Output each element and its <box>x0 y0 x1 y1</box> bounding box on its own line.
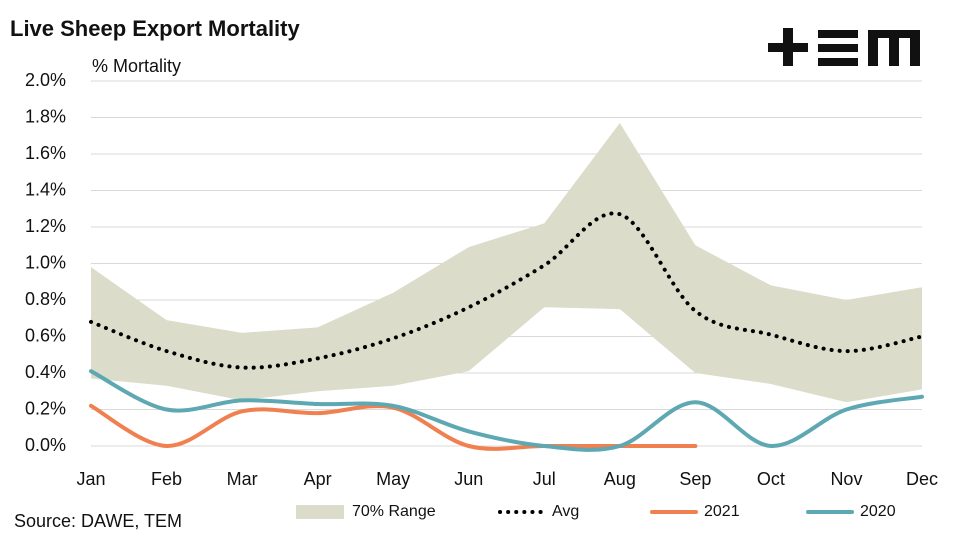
x-tick-label: May <box>376 469 410 489</box>
x-tick-label: Apr <box>304 469 332 489</box>
x-tick-label: Mar <box>227 469 258 489</box>
legend-swatch <box>296 505 344 519</box>
x-tick-label: Jun <box>454 469 483 489</box>
y-tick-label: 1.4% <box>25 179 66 199</box>
y-tick-label: 0.6% <box>25 325 66 345</box>
source: Source: DAWE, TEM <box>14 511 182 531</box>
y-tick-label: 0.2% <box>25 398 66 418</box>
x-tick-label: Aug <box>604 469 636 489</box>
y-tick-label: 0.4% <box>25 362 66 382</box>
y-tick-label: 0.0% <box>25 435 66 455</box>
series-line <box>89 369 924 452</box>
legend-label: 2021 <box>704 503 740 520</box>
y-tick-label: 1.6% <box>25 143 66 163</box>
legend-label: 70% Range <box>352 503 436 520</box>
series-line <box>89 211 924 370</box>
logo <box>768 28 920 66</box>
x-tick-label: Oct <box>757 469 785 489</box>
y-tick-label: 0.8% <box>25 289 66 309</box>
y-axis-label: % Mortality <box>92 56 181 76</box>
x-tick-label: Jul <box>533 469 556 489</box>
x-tick-label: Sep <box>679 469 711 489</box>
y-tick-label: 1.0% <box>25 252 66 272</box>
legend-label: Avg <box>552 503 579 520</box>
y-tick-label: 1.8% <box>25 106 66 126</box>
range-band <box>91 122 922 403</box>
x-tick-label: Dec <box>906 469 938 489</box>
y-tick-label: 1.2% <box>25 216 66 236</box>
x-tick-label: Jan <box>76 469 105 489</box>
x-tick-label: Nov <box>830 469 862 489</box>
x-tick-label: Feb <box>151 469 182 489</box>
y-tick-label: 2.0% <box>25 70 66 90</box>
legend-label: 2020 <box>860 503 896 520</box>
chart-title: Live Sheep Export Mortality <box>10 16 300 41</box>
